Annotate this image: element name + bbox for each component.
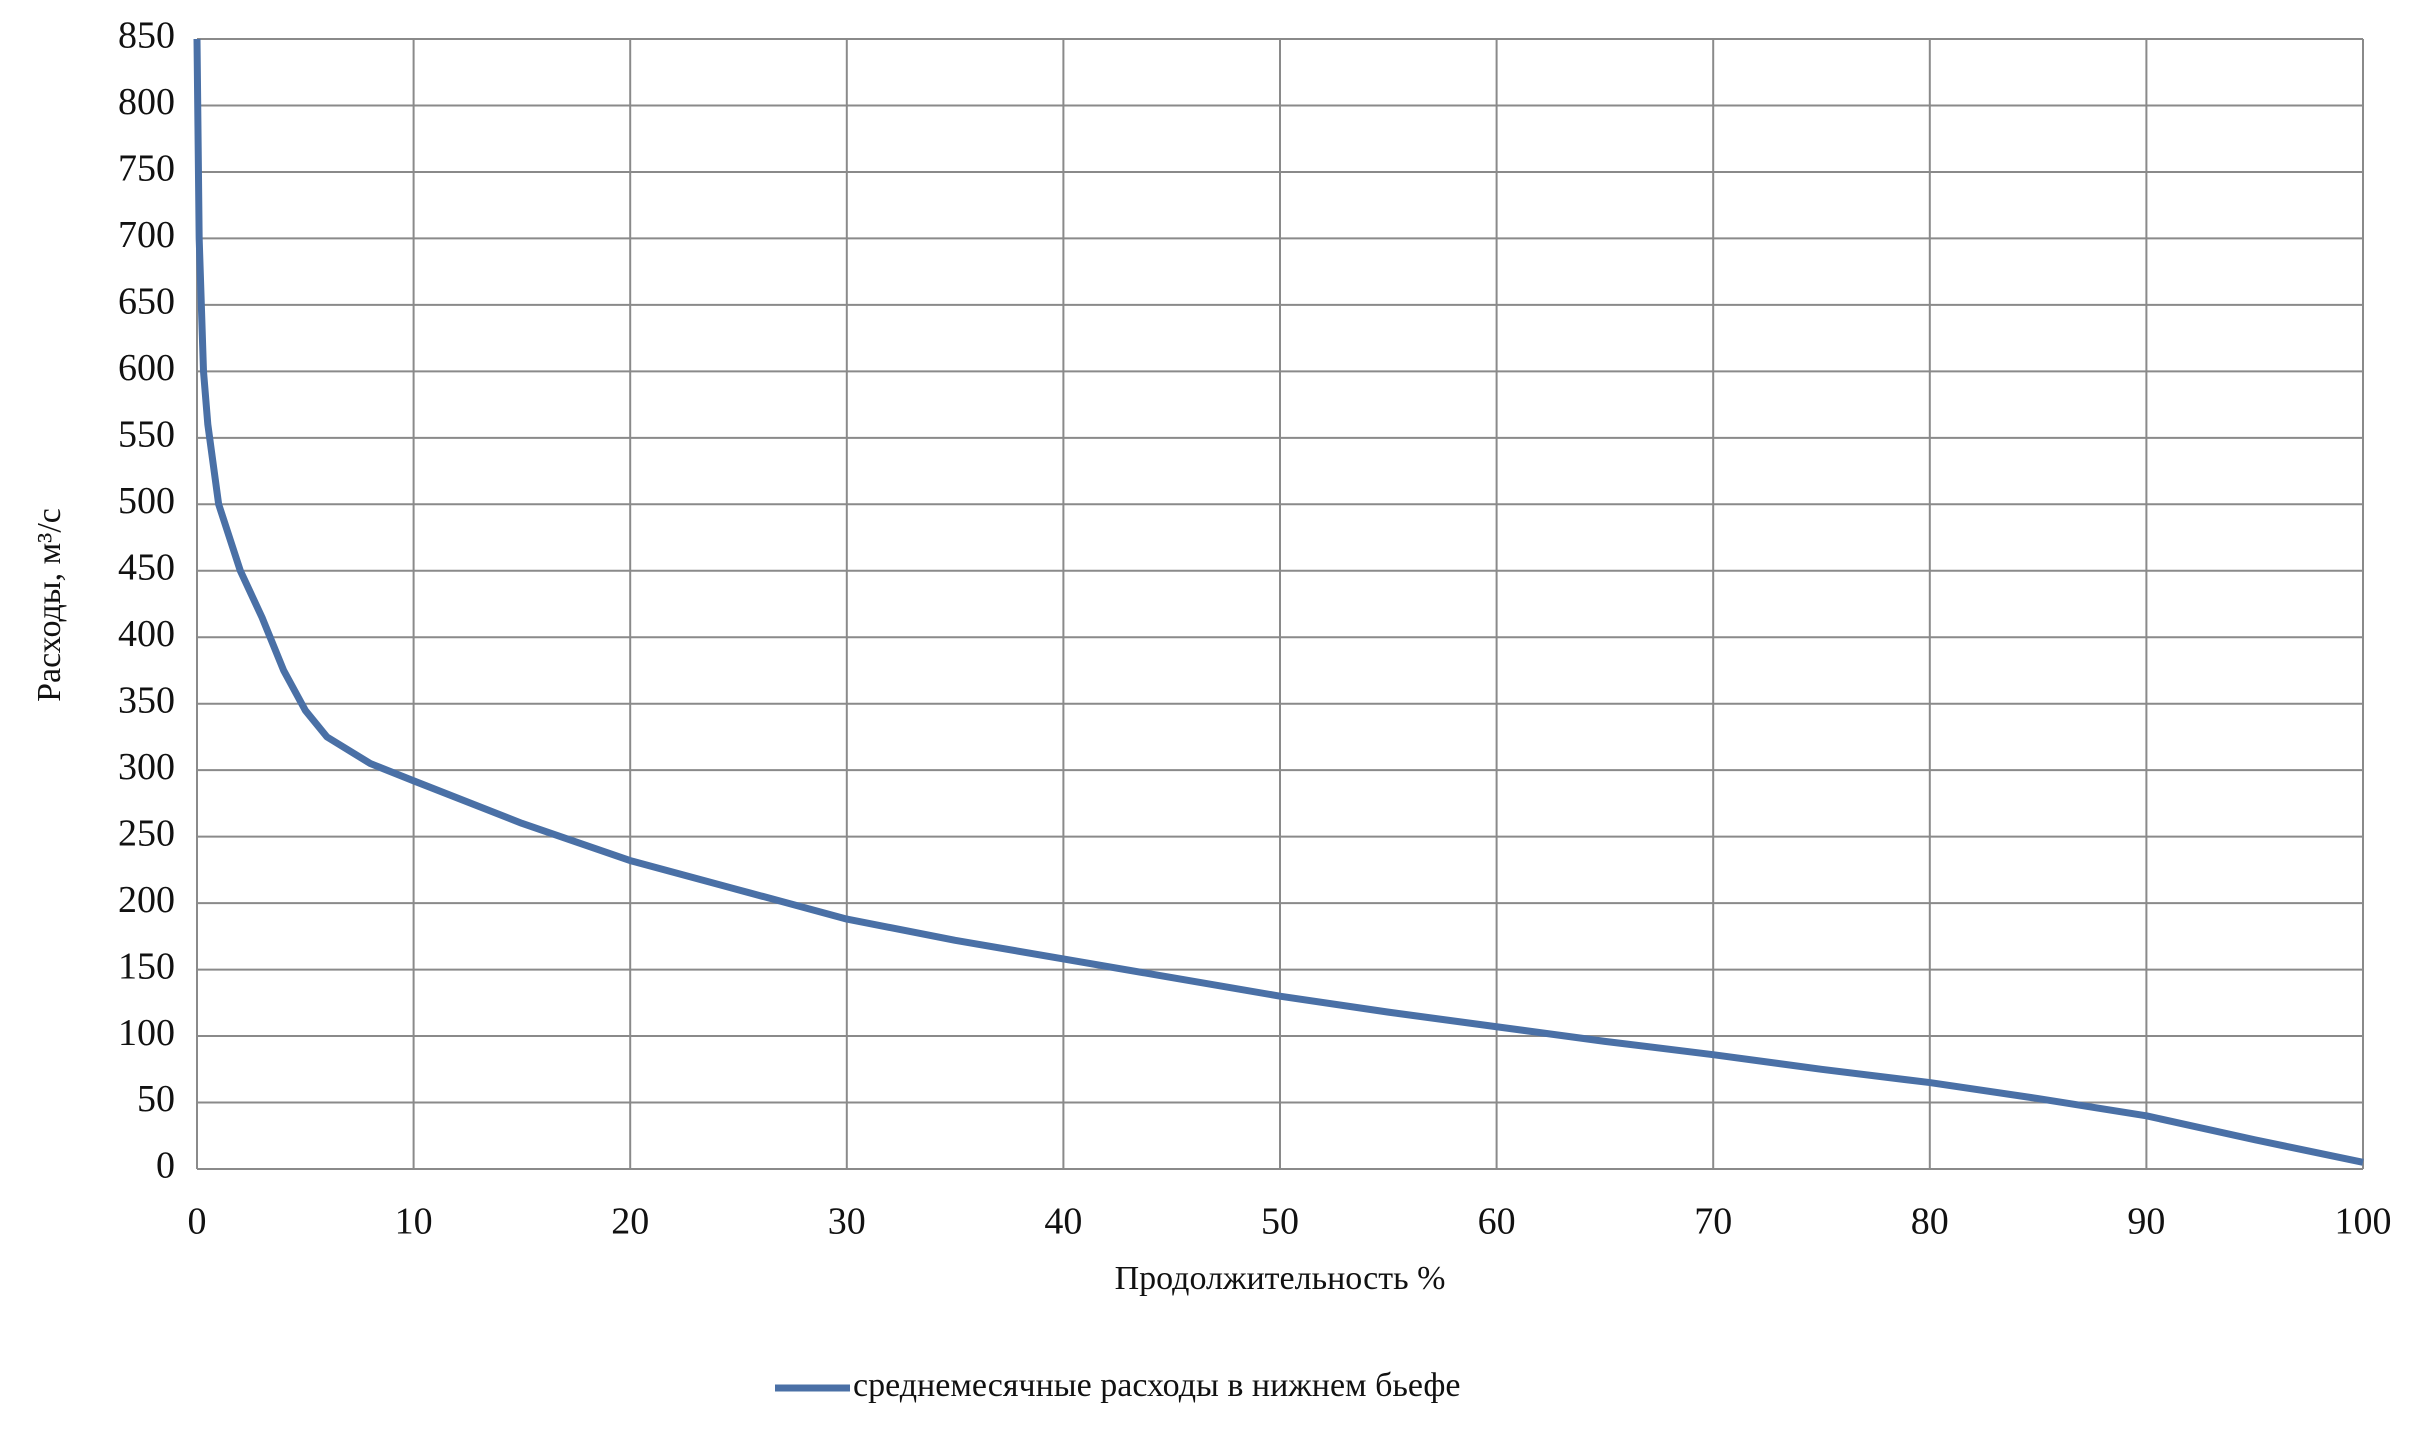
y-tick-label: 300: [118, 746, 175, 788]
y-tick-label: 0: [156, 1145, 175, 1187]
legend-label: среднемесячные расходы в нижнем бьефе: [853, 1367, 1461, 1404]
x-tick-label: 90: [2127, 1201, 2165, 1243]
x-tick-label: 70: [1694, 1201, 1732, 1243]
y-tick-label: 150: [118, 945, 175, 987]
y-tick-label: 850: [118, 15, 175, 57]
y-tick-label: 350: [118, 679, 175, 721]
data-line: [193, 38, 2364, 1166]
x-tick-label: 0: [188, 1201, 207, 1243]
x-tick-label: 100: [2335, 1201, 2392, 1243]
y-tick-label: 700: [118, 214, 175, 256]
y-tick-label: 650: [118, 281, 175, 323]
x-tick-label: 50: [1261, 1201, 1299, 1243]
y-tick-label: 250: [118, 812, 175, 854]
y-tick-label: 800: [118, 81, 175, 123]
x-tick-label: 10: [395, 1201, 433, 1243]
x-tick-label: 80: [1911, 1201, 1949, 1243]
x-axis-label: Продолжительность %: [1115, 1260, 1446, 1297]
x-tick-label: 20: [611, 1201, 649, 1243]
y-tick-label: 50: [137, 1078, 175, 1120]
y-tick-label: 450: [118, 546, 175, 588]
y-tick-label: 500: [118, 480, 175, 522]
y-tick-label: 200: [118, 879, 175, 921]
y-tick-label: 550: [118, 414, 175, 456]
x-tick-label: 40: [1044, 1201, 1082, 1243]
y-tick-label: 600: [118, 347, 175, 389]
y-tick-label: 400: [118, 613, 175, 655]
y-tick-label: 100: [118, 1012, 175, 1054]
y-axis-label: Расходы, м³/с: [31, 508, 68, 702]
x-tick-label: 60: [1478, 1201, 1516, 1243]
x-tick-label: 30: [828, 1201, 866, 1243]
y-tick-label: 750: [118, 148, 175, 190]
